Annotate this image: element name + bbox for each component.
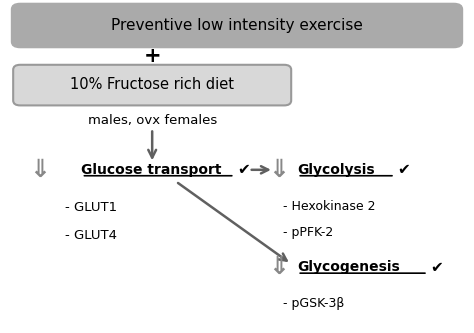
Text: ⇓: ⇓	[268, 158, 289, 182]
Text: ⇓: ⇓	[29, 158, 51, 182]
Text: males, ovx females: males, ovx females	[88, 114, 217, 127]
Text: ✔: ✔	[430, 260, 443, 275]
FancyBboxPatch shape	[13, 65, 291, 106]
Text: - GLUT4: - GLUT4	[65, 229, 117, 242]
Text: ✔: ✔	[397, 162, 410, 177]
Text: - pGSK-3β: - pGSK-3β	[283, 297, 345, 310]
Text: - Hexokinase 2: - Hexokinase 2	[283, 199, 376, 213]
Text: ✔: ✔	[237, 162, 250, 177]
Text: Glycolysis: Glycolysis	[297, 163, 375, 177]
Text: Glucose transport: Glucose transport	[82, 163, 222, 177]
Text: +: +	[143, 46, 161, 66]
Text: - GLUT1: - GLUT1	[65, 201, 117, 214]
Text: - pPFK-2: - pPFK-2	[283, 226, 333, 239]
FancyBboxPatch shape	[11, 3, 463, 48]
Text: ⇓: ⇓	[268, 255, 289, 279]
Text: Preventive low intensity exercise: Preventive low intensity exercise	[111, 18, 363, 33]
Text: Glycogenesis: Glycogenesis	[297, 260, 400, 274]
Text: 10% Fructose rich diet: 10% Fructose rich diet	[70, 78, 234, 93]
